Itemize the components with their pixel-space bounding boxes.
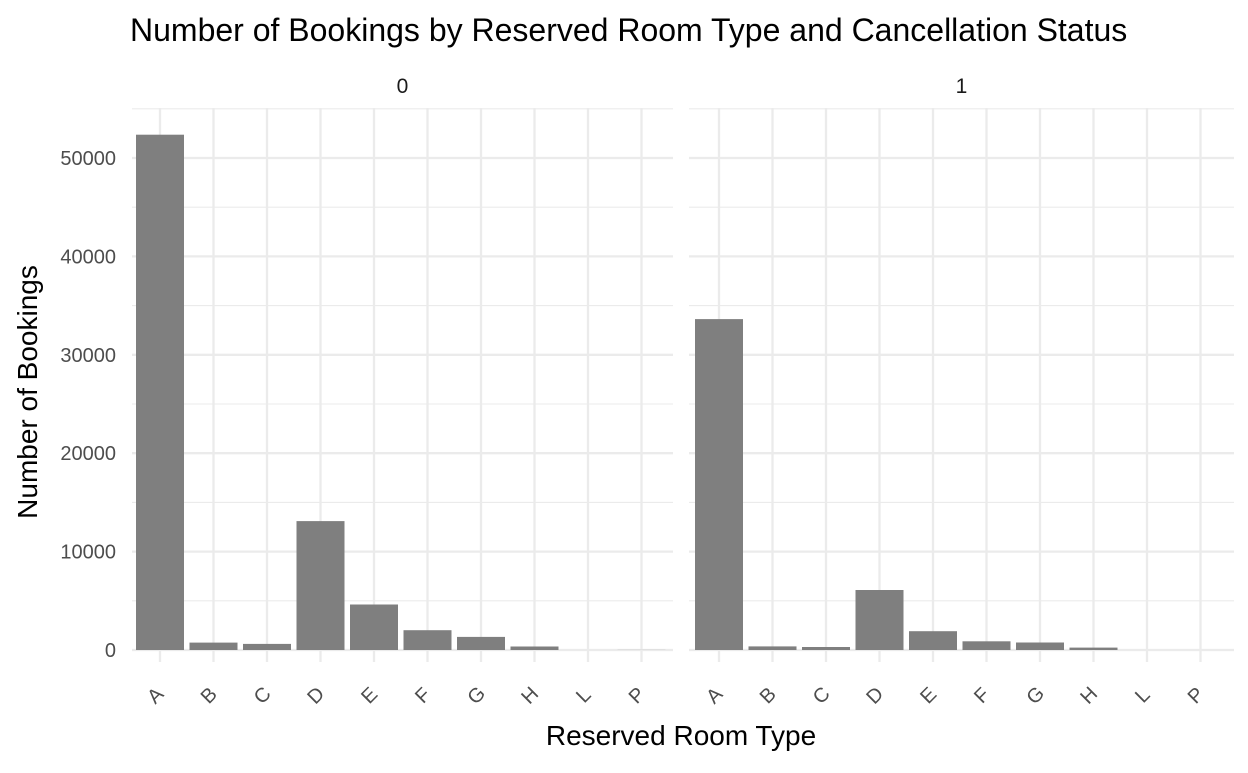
x-tick-label: C <box>809 683 835 709</box>
x-tick-label: F <box>411 684 435 708</box>
bar-1-C <box>802 647 850 650</box>
y-tick-label: 40000 <box>60 246 116 268</box>
y-tick-label: 20000 <box>60 443 116 465</box>
x-tick-label: B <box>197 683 222 708</box>
x-tick-label: E <box>357 683 382 708</box>
x-tick-label: P <box>1184 683 1209 708</box>
y-axis-title: Number of Bookings <box>12 265 43 519</box>
panel-1: 1 A B C D E F G H L P <box>689 75 1234 709</box>
x-tick-label: F <box>970 684 994 708</box>
x-tick-label: A <box>702 683 727 708</box>
x-tick-label: C <box>250 683 276 709</box>
x-tick-label: G <box>463 682 490 709</box>
x-tick-label: L <box>1131 684 1154 707</box>
x-tick-label: E <box>916 683 941 708</box>
x-tick-label: D <box>303 683 329 709</box>
panels-layer: 0 A B C D E F G H L P 1 A B C D E F G H L P <box>132 75 1234 709</box>
facet-strip-label: 1 <box>956 75 968 98</box>
y-tick-label: 0 <box>105 640 116 662</box>
x-tick-label: H <box>1076 683 1102 709</box>
bar-0-C <box>243 644 291 650</box>
x-tick-label: D <box>862 683 888 709</box>
bar-0-F <box>404 630 452 650</box>
y-tick-label: 10000 <box>60 542 116 564</box>
bar-1-G <box>1016 643 1064 651</box>
chart-title: Number of Bookings by Reserved Room Type… <box>130 12 1127 48</box>
bar-0-H <box>511 647 559 651</box>
x-tick-label: L <box>572 684 595 707</box>
bar-1-F <box>963 641 1011 650</box>
bar-1-D <box>856 590 904 650</box>
x-axis-title: Reserved Room Type <box>546 720 816 751</box>
facet-strip-label: 0 <box>397 75 409 98</box>
x-tick-label: A <box>143 683 168 708</box>
bar-0-G <box>457 637 505 650</box>
x-tick-label: G <box>1022 682 1049 709</box>
y-tick-label: 50000 <box>60 148 116 170</box>
x-tick-label: P <box>625 683 650 708</box>
bar-0-D <box>297 521 345 650</box>
bar-1-H <box>1070 648 1118 650</box>
bar-1-E <box>909 631 957 650</box>
bar-1-B <box>749 646 797 650</box>
bar-0-B <box>190 643 238 650</box>
bar-0-A <box>136 135 184 650</box>
panel-0: 0 A B C D E F G H L P <box>132 75 673 709</box>
y-axis: 0 10000 20000 30000 40000 50000 <box>60 148 116 662</box>
x-tick-label: B <box>756 683 781 708</box>
bar-0-E <box>350 605 398 651</box>
x-tick-label: H <box>517 683 543 709</box>
bar-1-A <box>695 319 743 650</box>
y-tick-label: 30000 <box>60 345 116 367</box>
